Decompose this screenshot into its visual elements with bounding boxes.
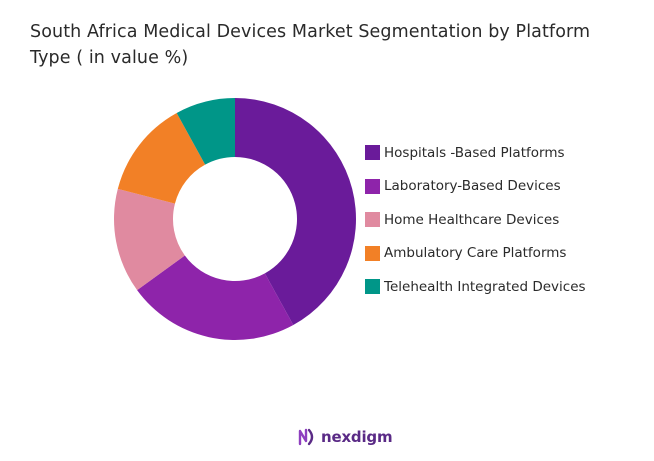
chart-legend: Hospitals -Based Platforms Laboratory-Bas… [365,141,650,309]
legend-item: Hospitals -Based Platforms [365,141,650,164]
chart-title-line-1: South Africa Medical Devices Market Segm… [30,22,591,42]
legend-label: Home Healthcare Devices [384,211,560,228]
chart-title-line-2: Type ( in value %) [30,48,189,68]
legend-swatch [365,145,380,160]
legend-swatch [365,212,380,227]
legend-swatch [365,178,380,194]
donut-slice-3 [114,188,185,291]
legend-item: Laboratory-Based Devices [365,175,650,198]
nexdigm-logo-icon [298,428,314,446]
legend-item: Ambulatory Care Platforms [365,242,650,265]
donut-slice-5 [176,98,235,165]
legend-label: Laboratory-Based Devices [384,178,561,194]
legend-label: Ambulatory Care Platforms [384,245,567,261]
logo-text: nexdigm [321,428,393,446]
legend-swatch [365,245,380,261]
donut-slice-4 [117,112,206,204]
legend-label: Telehealth Integrated Devices [384,278,586,295]
nexdigm-logo: nexdigm [296,426,393,448]
chart-title: South Africa Medical Devices Market Segm… [30,19,630,71]
donut-slice-1 [235,98,357,326]
legend-item: Telehealth Integrated Devices [365,275,650,298]
legend-item: Home Healthcare Devices [365,208,650,231]
donut-slices [114,98,357,340]
legend-swatch [365,279,380,294]
donut-slice-2 [137,255,294,340]
legend-label: Hospitals -Based Platforms [384,144,565,161]
